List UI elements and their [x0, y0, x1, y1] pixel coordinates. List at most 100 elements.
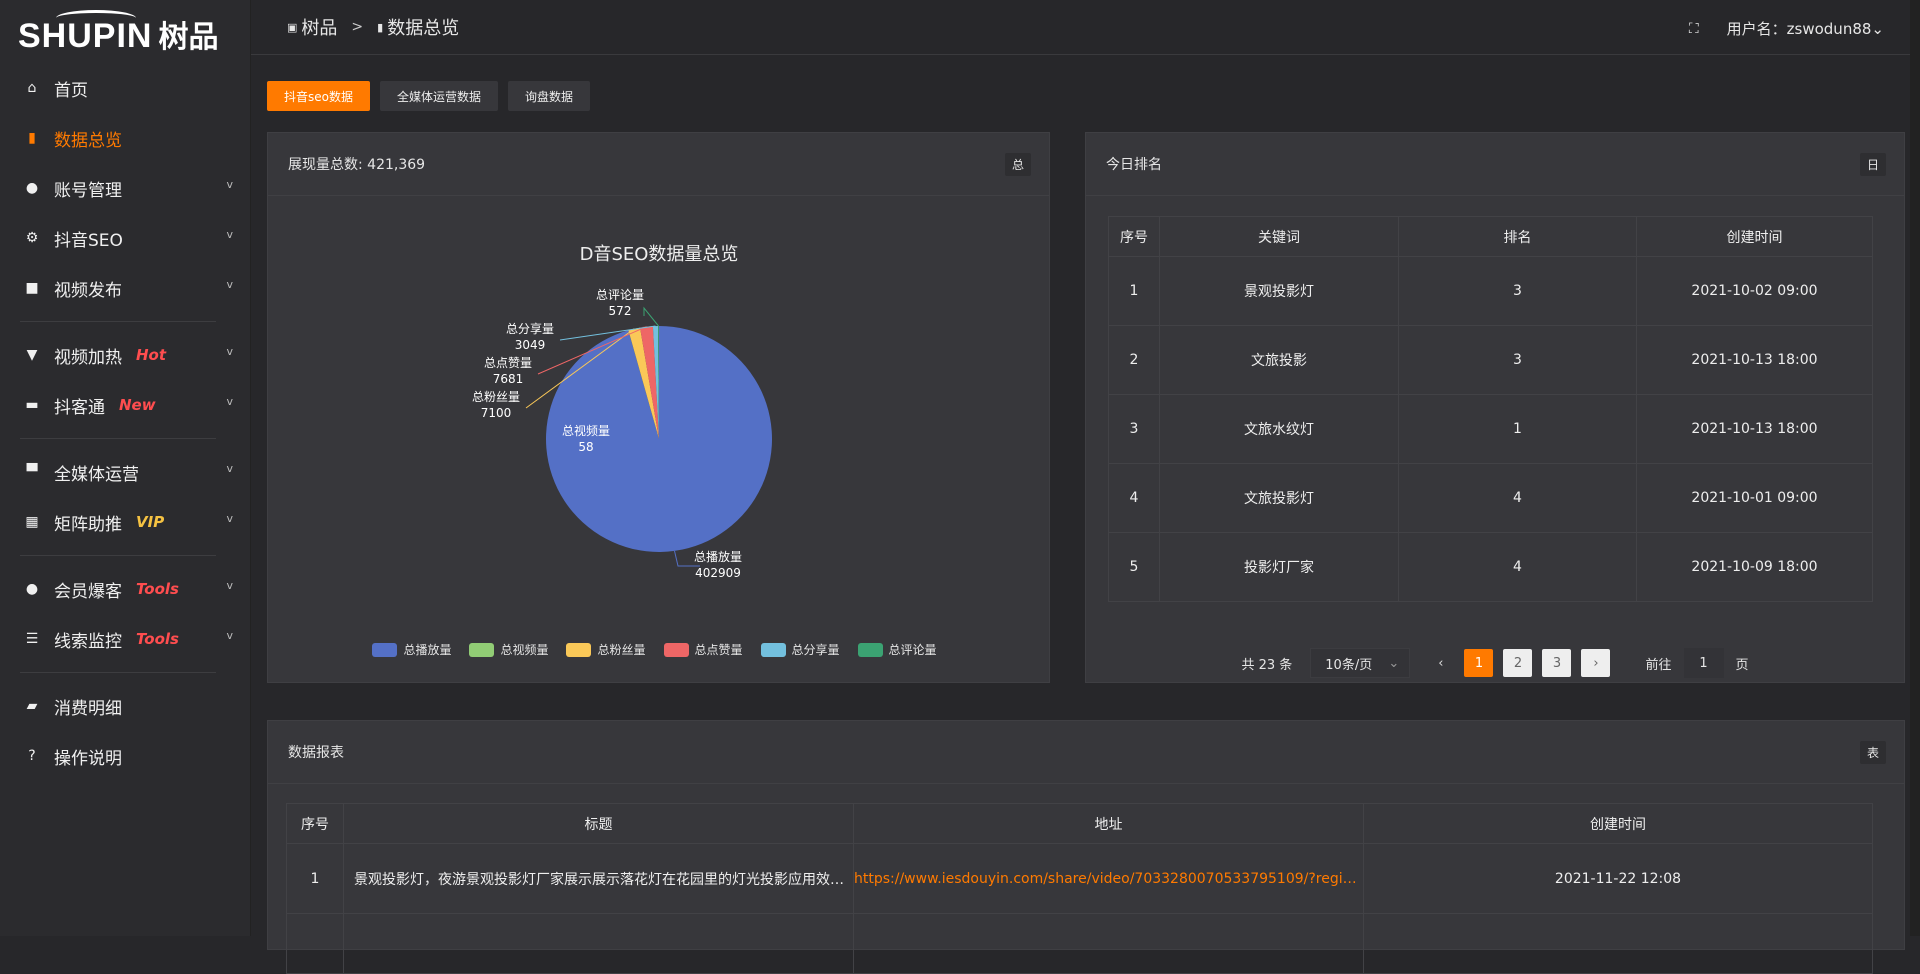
legend-label: 总粉丝量 [597, 643, 646, 657]
goto-page-input[interactable]: 1 [1683, 648, 1724, 678]
legend-label: 总分享量 [791, 643, 840, 657]
sliders-icon: ☰ [25, 631, 39, 647]
sidebar-item-label: 视频发布 [54, 280, 122, 301]
tab[interactable]: 询盘数据 [508, 81, 591, 111]
sidebar-divider [0, 313, 251, 330]
chevron-down-icon: v [226, 228, 233, 241]
table-cell: 文旅水纹灯 [1159, 394, 1399, 464]
table-cell: 景观投影灯 [1159, 256, 1399, 326]
sidebar-item-label: 账号管理 [54, 180, 122, 201]
pie-slice[interactable] [628, 327, 659, 439]
sidebar-item-tag: VIP [136, 513, 165, 531]
table-cell: 2021-10-09 18:00 [1636, 532, 1873, 602]
legend-item[interactable]: 总分享量 [760, 641, 840, 658]
slice-label-value: 572 [609, 304, 632, 318]
table-cell: 1 [286, 843, 344, 914]
legend-item[interactable]: 总评论量 [857, 641, 937, 658]
sidebar-item[interactable]: ▬ 抖客通 New v [0, 380, 251, 430]
sidebar-item[interactable]: ● 会员爆客 Tools v [0, 564, 251, 614]
slice-label-name: 总评论量 [596, 288, 644, 302]
panel-title: 展现量总数: 421,369 [288, 157, 426, 173]
chart-title: D音SEO数据量总览 [580, 244, 739, 265]
tab[interactable]: 抖音seo数据 [267, 81, 370, 111]
legend-label: 总点赞量 [694, 643, 743, 657]
slice-label-name: 总点赞量 [484, 356, 532, 370]
sidebar-item-label: 全媒体运营 [54, 464, 139, 485]
page-button[interactable]: 2 [1503, 649, 1533, 677]
table-cell: 1 [1108, 256, 1160, 326]
page-size-select[interactable]: 10条/页 ⌄ [1310, 648, 1411, 678]
breadcrumb-home[interactable]: 树品 [301, 18, 338, 39]
user-icon: ● [25, 180, 39, 196]
tab[interactable]: 全媒体运营数据 [379, 81, 498, 111]
sidebar-item[interactable]: ▀ 全媒体运营 v [0, 447, 251, 497]
fullscreen-icon[interactable]: ⛶ [1688, 20, 1699, 37]
pie-slice[interactable] [652, 326, 659, 439]
sidebar-item[interactable]: ▼ 视频加热 Hot v [0, 330, 251, 380]
chart-legend: 总播放量 总视频量 总粉丝量 总点赞量 总分享量 总评论量 [268, 641, 1049, 658]
legend-item[interactable]: 总播放量 [372, 641, 451, 658]
table-cell: 1 [1398, 394, 1637, 464]
table-cell: 2 [1108, 325, 1160, 395]
logo-arc [56, 10, 136, 26]
chart-panel: 展现量总数: 421,369 总 D音SEO数据量总览 总播放量 402909 总视频… [267, 132, 1050, 683]
sidebar-item-label: 消费明细 [54, 698, 122, 719]
sidebar-item[interactable]: ▰ 消费明细 [0, 681, 251, 731]
sidebar-item[interactable]: ▮ 数据总览 [0, 113, 251, 163]
table-badge[interactable]: 表 [1860, 741, 1886, 764]
sidebar-item[interactable]: ▦ 矩阵助推 VIP v [0, 497, 251, 547]
legend-label: 总评论量 [888, 643, 937, 657]
legend-label: 总播放量 [403, 643, 452, 657]
sidebar-item-tag: Hot [136, 346, 167, 364]
total-badge[interactable]: 总 [1005, 153, 1031, 176]
legend-swatch [857, 642, 883, 657]
page-button[interactable]: 3 [1542, 649, 1572, 677]
slice-label-value: 402909 [695, 566, 741, 580]
table-header-row: 序号 关键词 排名 创建时间 [1108, 216, 1873, 257]
sidebar-item[interactable]: ☰ 线索监控 Tools v [0, 614, 251, 664]
report-panel: 数据报表表 序号 标题 地址 创建时间 1 景观投影灯，夜游景观投影灯厂家展示展示落花灯在… [267, 720, 1905, 974]
column-header: 创建时间 [1363, 803, 1873, 844]
breadcrumb-separator: > [351, 19, 364, 35]
sidebar-item[interactable]: ● 账号管理 v [0, 163, 251, 213]
table-row: 1 景观投影灯，夜游景观投影灯厂家展示展示落花灯在花园里的灯光投影应用效果 # ht… [286, 843, 1873, 914]
day-badge[interactable]: 日 [1860, 153, 1886, 176]
table-row: 3 文旅水纹灯 1 2021-10-13 18:00 [1108, 394, 1873, 464]
prev-page-icon[interactable]: ‹ [1438, 655, 1444, 671]
sidebar-item[interactable]: ■ 视频发布 v [0, 263, 251, 313]
scrollbar[interactable] [1910, 0, 1920, 936]
header: ▣ 树品 > ▮ 数据总览 ⛶ 用户名：zswodun88⌄ [251, 0, 1920, 55]
table-cell: 4 [1398, 463, 1637, 533]
user-icon: ● [25, 581, 39, 597]
data-tabs: 抖音seo数据 全媒体运营数据 询盘数据 [267, 81, 591, 111]
legend-item[interactable]: 总点赞量 [663, 641, 743, 658]
slice-label-name: 总播放量 [694, 549, 742, 564]
table-cell[interactable]: https://www.iesdouyin.com/share/video/70… [853, 843, 1364, 914]
sidebar-item[interactable]: ⚙ 抖音SEO v [0, 213, 251, 263]
legend-item[interactable]: 总视频量 [469, 641, 548, 658]
page-size-value: 10条/页 [1325, 657, 1373, 673]
gear-icon: ⚙ [25, 230, 39, 246]
rank-panel: 今日排名日 序号 关键词 排名 创建时间 1 景观投影灯 3 2021-10-02 09:00… [1085, 132, 1905, 683]
bar-chart-icon: ▮ [28, 130, 36, 146]
table-cell: 3 [1398, 325, 1637, 395]
user-menu[interactable]: 用户名：zswodun88⌄ [1727, 18, 1884, 39]
next-page-button[interactable]: › [1581, 649, 1611, 677]
rank-table: 序号 关键词 排名 创建时间 1 景观投影灯 3 2021-10-02 09:00 2 文旅投影 3… [1108, 216, 1873, 602]
chevron-down-icon: v [226, 512, 233, 525]
pie-slice[interactable] [640, 326, 659, 439]
legend-item[interactable]: 总粉丝量 [566, 641, 646, 658]
sidebar-item[interactable]: ⌂ 首页 [0, 63, 251, 113]
sidebar-divider [0, 430, 251, 447]
chat-icon: ▬ [25, 397, 39, 413]
chevron-down-icon: v [226, 395, 233, 408]
sidebar-item[interactable]: ? 操作说明 [0, 731, 251, 781]
sidebar-item-label: 操作说明 [54, 748, 122, 769]
page-button[interactable]: 1 [1464, 649, 1494, 677]
pie-slice[interactable] [628, 330, 659, 439]
table-header-row: 序号 标题 地址 创建时间 [286, 803, 1873, 844]
table-cell: 文旅投影灯 [1159, 463, 1399, 533]
legend-swatch [372, 642, 398, 657]
sidebar-divider [0, 547, 251, 564]
table-cell: 3 [1398, 256, 1637, 326]
